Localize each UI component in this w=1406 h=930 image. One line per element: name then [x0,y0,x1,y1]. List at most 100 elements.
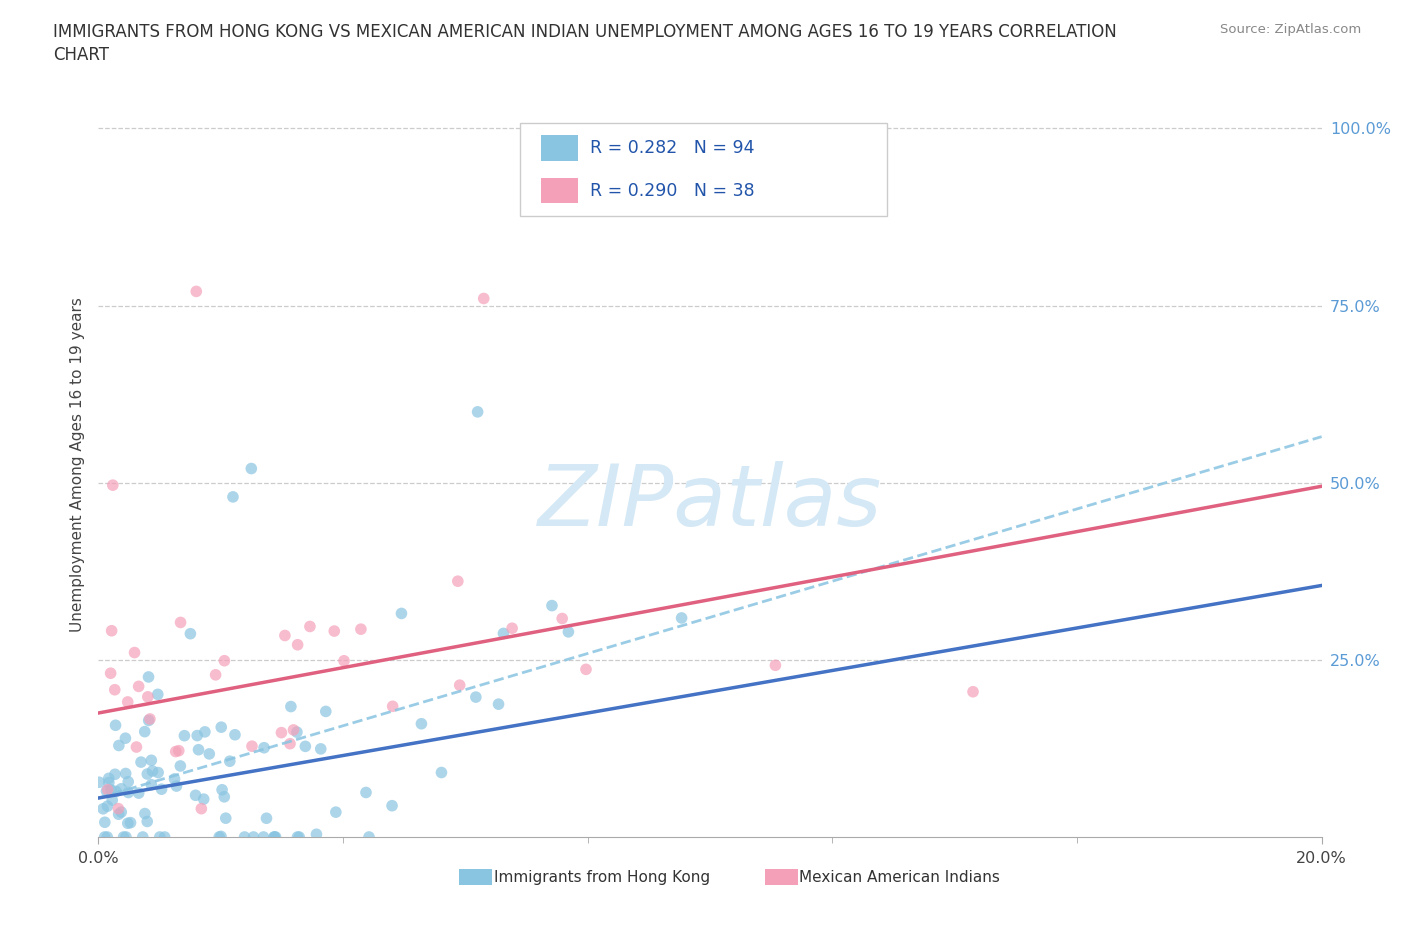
Point [501,621,523,636]
Point [146,765,169,780]
Point [280,699,302,714]
Point [381,798,404,813]
Point [962,684,984,699]
Point [263,830,285,844]
Point [117,816,139,830]
Point [288,830,311,844]
Point [120,816,142,830]
Point [242,830,264,844]
Point [96,799,118,814]
Point [263,830,285,844]
Point [128,786,150,801]
Point [136,689,159,704]
Point [141,777,163,792]
Point [464,690,486,705]
Text: R = 0.290   N = 38: R = 0.290 N = 38 [591,181,755,200]
Point [112,830,135,844]
Point [108,738,131,753]
Point [222,489,245,504]
Point [107,802,129,817]
Point [208,830,231,844]
Point [294,739,316,754]
Point [488,697,510,711]
Point [309,741,332,756]
Point [167,743,190,758]
Point [204,668,226,683]
Point [153,830,176,844]
Point [97,782,120,797]
Point [333,654,356,669]
Point [97,771,120,786]
Point [101,478,124,493]
Point [194,724,217,739]
Point [323,624,346,639]
Point [104,784,127,799]
Point [285,724,308,739]
Point [100,666,122,681]
Point [110,781,132,796]
Point [492,626,515,641]
Point [150,782,173,797]
FancyBboxPatch shape [541,135,578,161]
Y-axis label: Unemployment Among Ages 16 to 19 years: Unemployment Among Ages 16 to 19 years [69,298,84,632]
Point [186,728,208,743]
Point [104,683,127,698]
Point [541,598,564,613]
Point [101,792,124,807]
Point [283,723,305,737]
Point [169,615,191,630]
Point [138,713,160,728]
Point [165,744,187,759]
Point [104,718,127,733]
Point [557,624,579,639]
Point [253,740,276,755]
FancyBboxPatch shape [765,869,799,885]
Point [209,829,232,844]
Point [315,704,337,719]
Point [184,788,207,803]
Point [139,711,162,726]
Text: R = 0.282   N = 94: R = 0.282 N = 94 [591,139,755,157]
Point [305,827,328,842]
Point [350,622,373,637]
Point [94,815,117,830]
Point [114,731,136,746]
Text: IMMIGRANTS FROM HONG KONG VS MEXICAN AMERICAN INDIAN UNEMPLOYMENT AMONG AGES 16 : IMMIGRANTS FROM HONG KONG VS MEXICAN AME… [53,23,1118,41]
Point [89,775,111,790]
Point [287,830,309,844]
Point [134,806,156,821]
Point [467,405,489,419]
Point [146,687,169,702]
Point [96,830,118,844]
Point [104,767,127,782]
FancyBboxPatch shape [541,178,578,204]
Text: Immigrants from Hong Kong: Immigrants from Hong Kong [494,870,710,885]
Point [136,814,159,829]
Point [287,637,309,652]
Point [125,739,148,754]
Point [100,782,122,797]
Point [141,753,163,768]
Point [117,695,139,710]
Point [124,645,146,660]
Point [163,772,186,787]
Point [240,738,263,753]
Point [575,662,598,677]
Point [186,284,208,299]
Point [211,782,233,797]
Point [117,775,139,790]
Point [325,804,347,819]
Point [671,610,693,625]
Point [96,784,118,799]
Point [110,804,132,819]
Point [264,830,287,844]
Point [193,791,215,806]
Point [391,606,413,621]
Text: CHART: CHART [53,46,110,64]
Point [166,778,188,793]
Point [447,574,470,589]
Point [132,830,155,844]
Point [173,728,195,743]
Point [134,724,156,739]
Point [472,291,495,306]
